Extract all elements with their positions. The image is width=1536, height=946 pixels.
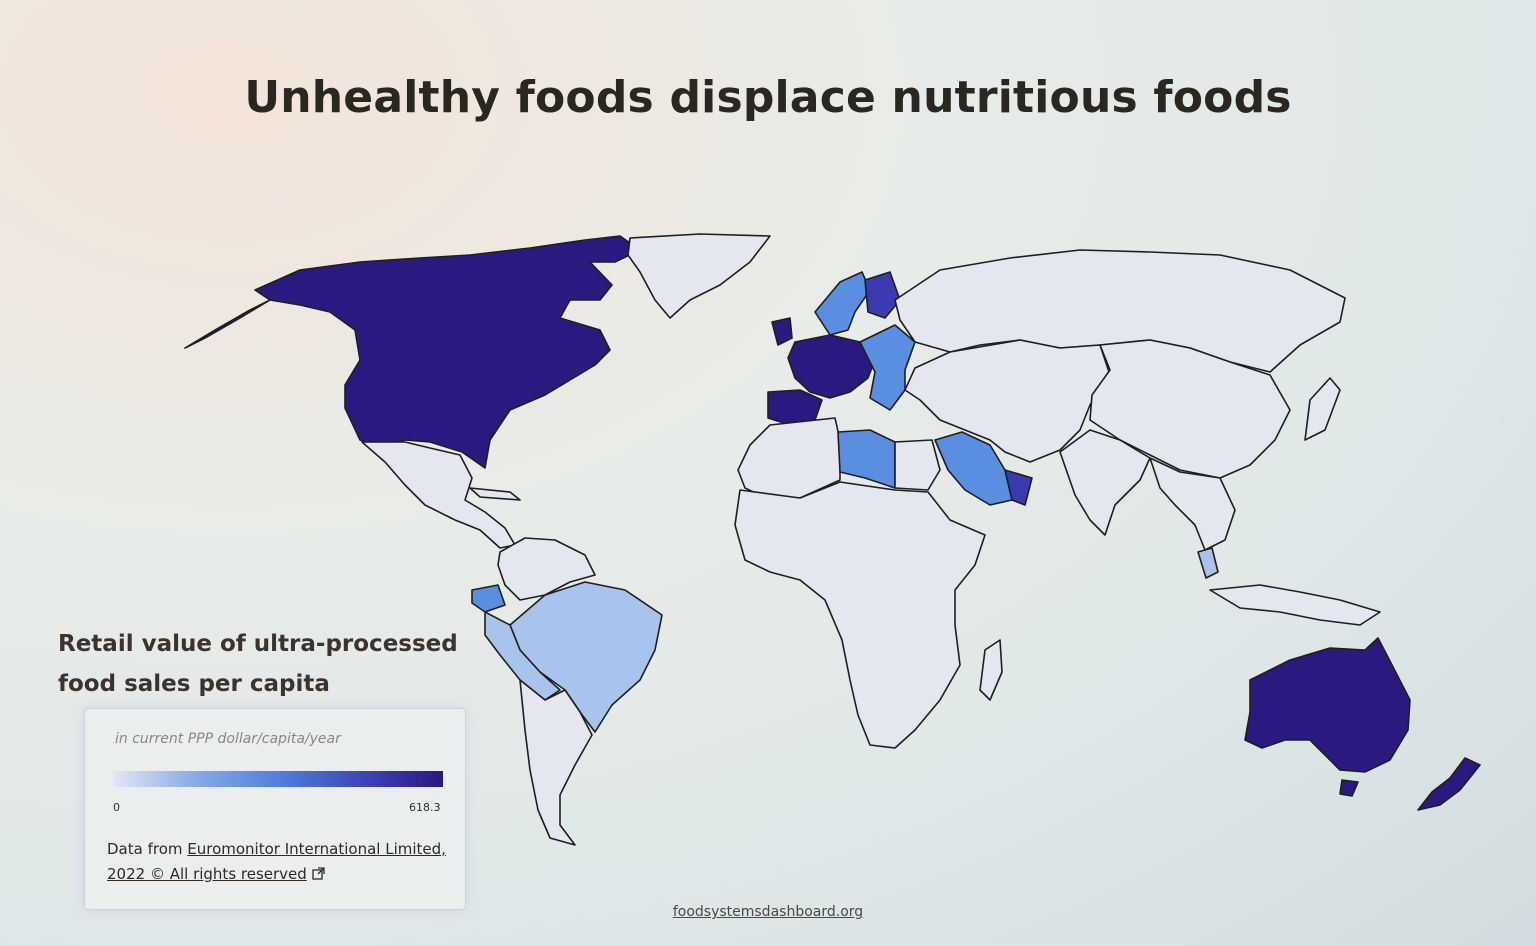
region-malaysia: Malaysia — [1197, 547, 1219, 579]
region-alaska-peninsula: North America (USA & Canada) — [184, 299, 271, 349]
region-andean-north: Colombia & Andean north — [497, 537, 596, 601]
region-oman-gulf: Oman & Gulf — [1004, 469, 1033, 506]
region-madagascar: Sub-Saharan Africa — [979, 639, 1003, 701]
external-link-icon[interactable] — [311, 867, 325, 880]
region-southeast-asia: Southeast Asia — [1149, 457, 1236, 551]
scale-min-label: 0 — [113, 801, 120, 814]
region-australia: Australia — [1244, 637, 1411, 773]
region-north-america: North America (USA & Canada) — [254, 235, 641, 469]
region-british-isles: Western Europe — [771, 317, 793, 346]
region-peru-bolivia: Peru & Bolivia — [484, 611, 561, 701]
region-mexico-central-america: Mexico & Central America — [361, 441, 516, 549]
region-indonesia: Indonesia — [1209, 584, 1381, 626]
region-scandinavia: Scandinavia — [814, 271, 871, 336]
map-legend: in current PPP dollar/capita/year 0 618.… — [84, 708, 466, 910]
region-new-zealand: New Zealand — [1417, 757, 1481, 811]
region-india: India — [1059, 429, 1151, 536]
scale-max-label: 618.3 — [409, 801, 441, 814]
region-libya: Libya — [837, 429, 896, 489]
source-link[interactable]: Euromonitor International Limited, 2022 … — [107, 840, 446, 883]
region-finland: Finland — [864, 271, 901, 319]
region-western-europe: Western Europe — [787, 334, 876, 399]
region-greenland: Greenland — [627, 233, 771, 319]
footer-link[interactable]: foodsystemsdashboard.org — [672, 904, 864, 920]
color-scale-bar — [113, 771, 443, 787]
region-japan: Japan — [1304, 377, 1341, 441]
region-sub-saharan-africa: Sub-Saharan Africa — [734, 481, 986, 749]
region-egypt: Egypt — [894, 439, 941, 491]
region-tasmania: Australia — [1339, 779, 1359, 797]
map-legend-title: Retail value of ultra-processed food sal… — [58, 631, 458, 697]
legend-unit-label: in current PPP dollar/capita/year — [115, 731, 341, 747]
region-china-mongolia: China & Mongolia — [1089, 339, 1291, 479]
slide-title: Unhealthy foods displace nutritious food… — [244, 72, 1292, 123]
source-prefix: Data from — [107, 840, 188, 858]
region-cuba: Mexico & Central America — [469, 487, 521, 501]
region-ecuador: Ecuador — [471, 584, 506, 613]
region-southern-cone: Southern Cone — [519, 679, 593, 846]
data-source-note: Data from Euromonitor International Limi… — [107, 837, 447, 887]
region-central-asia: Central Asia & Middle East — [904, 339, 1111, 463]
